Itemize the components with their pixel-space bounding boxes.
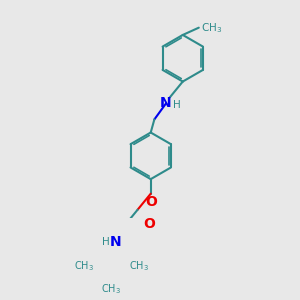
Text: CH$_3$: CH$_3$ xyxy=(74,259,94,273)
Text: N: N xyxy=(110,235,122,249)
Text: CH$_3$: CH$_3$ xyxy=(101,283,122,296)
Text: O: O xyxy=(145,195,157,209)
Text: N: N xyxy=(160,96,172,110)
Text: CH$_3$: CH$_3$ xyxy=(129,259,149,273)
Text: O: O xyxy=(143,217,155,231)
Text: H: H xyxy=(173,100,181,110)
Text: CH$_3$: CH$_3$ xyxy=(201,21,222,34)
Text: H: H xyxy=(102,237,110,247)
